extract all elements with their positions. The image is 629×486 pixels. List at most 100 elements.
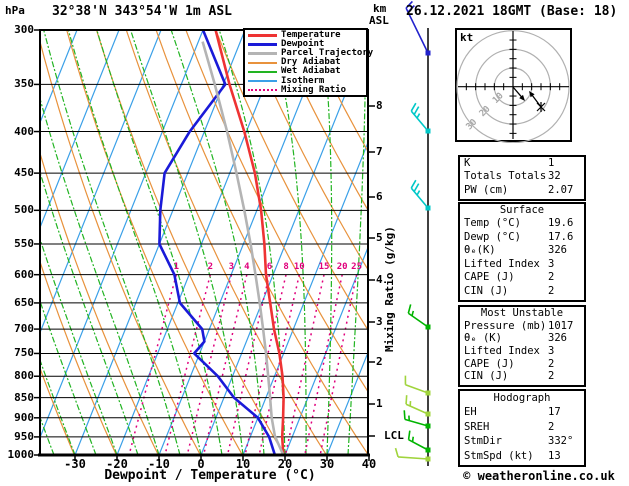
altitude-tick-label: 4 [376, 273, 383, 286]
panel-row-label: StmSpd (kt) [464, 449, 534, 462]
panel-row: CIN (J) 2 [460, 370, 584, 383]
panel-row-value: 1 [548, 157, 555, 169]
panel-row-value: 13 [548, 449, 561, 462]
wind-barb-station-marker [425, 423, 431, 429]
pressure-tick-label: 750 [14, 346, 34, 360]
wind-barb-station-marker [425, 456, 431, 462]
panel-header: Hodograph [493, 392, 551, 404]
pressure-tick-label: 350 [14, 77, 34, 91]
panel-row-value: 2 [548, 420, 555, 433]
panel-row-label: Lifted Index [464, 345, 540, 358]
dry-adiabat-line [40, 366, 75, 455]
temperature-tick-label: 40 [361, 457, 377, 471]
mixing-ratio-value-label: 4 [244, 262, 250, 272]
panel-row-value: 2 [548, 370, 555, 383]
dry-adiabat-line [603, 30, 629, 455]
altitude-tick-label: 7 [376, 145, 383, 158]
panel-row: EH 17 [460, 405, 584, 419]
wind-barb-feather [407, 4, 415, 13]
panel-row: θₑ (K) 326 [460, 332, 584, 345]
temperature-tick-label: 30 [319, 457, 335, 471]
indices-panel: Hodograph EH 17 SREH 2 StmDir 332° StmSpd (kt) 1… [458, 389, 586, 467]
isotherm-line [40, 30, 78, 125]
wind-barb-half-feather [416, 190, 421, 196]
wind-barb-shaft [405, 7, 429, 54]
panel-row: StmSpd (kt) 13 [460, 449, 584, 463]
panel-row-label: SREH [464, 420, 490, 433]
mixing-ratio-line [304, 274, 343, 455]
panel-row-label: θₑ (K) [464, 332, 502, 345]
mixing-ratio-value-label: 3 [229, 262, 234, 272]
pressure-tick-label: 950 [14, 429, 34, 443]
temperature-curve [214, 30, 285, 455]
wind-barb-feather [403, 410, 406, 420]
panel-row-value: 332° [548, 435, 574, 448]
pressure-tick-label: 1000 [7, 448, 35, 461]
altitude-tick-label: 5 [376, 231, 383, 244]
wind-barb-station-marker [425, 324, 431, 330]
isotherm-line [158, 30, 330, 455]
panel-row: CAPE (J) 2 [460, 271, 584, 284]
panel-row-value: 19.6 [548, 217, 574, 230]
panel-row-value: 3 [548, 257, 555, 270]
panel-row-value: 2 [548, 284, 555, 297]
wind-barb-shaft [405, 384, 429, 394]
pressure-tick-label: 700 [14, 322, 34, 336]
wind-barb-feather [410, 102, 417, 112]
legend: Temperature Dewpoint Parcel Trajectory Dry … [243, 28, 373, 97]
wind-barb-station-marker [425, 447, 431, 453]
legend-swatch [248, 70, 277, 73]
mixing-ratio-line [244, 274, 287, 455]
temperature-tick-label: -30 [64, 457, 86, 471]
legend-item: Temperature [248, 31, 366, 40]
legend-swatch [248, 61, 277, 64]
panel-row-value: 2 [548, 357, 555, 370]
wind-barb-feather [410, 179, 417, 189]
panel-row-label: CAPE (J) [464, 357, 515, 370]
panel-row: SREH 2 [460, 420, 584, 434]
legend-swatch [248, 43, 277, 47]
legend-item: Dewpoint [248, 40, 366, 49]
panel-row-label: EH [464, 406, 477, 419]
pressure-tick-label: 900 [14, 410, 34, 424]
mixing-ratio-value-label: 6 [267, 262, 272, 272]
wind-barb-half-feather [416, 113, 421, 119]
wind-barb-feather [394, 447, 399, 458]
panel-row-value: 32 [548, 170, 561, 183]
legend-swatch [248, 52, 277, 56]
wind-barb-station-marker [425, 411, 431, 417]
wind-barb-half-feather [411, 436, 415, 442]
hodograph-ring [456, 30, 570, 144]
hodograph-vector-arrowhead [529, 91, 535, 98]
dry-adiabat-line [274, 30, 368, 212]
isotherm-line [242, 140, 368, 455]
altitude-tick-label: 6 [376, 190, 383, 203]
mixing-ratio-line [258, 274, 301, 455]
wind-barb-feather [413, 106, 420, 115]
indices-panel: Surface Temp (°C) 19.6 Dewp (°C) 17.6 θₑ(K) 32… [458, 202, 586, 302]
altitude-tick-label: 8 [376, 99, 383, 112]
legend-item: Parcel Trajectory [248, 49, 373, 58]
wind-barb-half-feather [411, 310, 415, 317]
wind-barb-station-marker [425, 50, 431, 56]
panel-row-value: 1017 [548, 319, 574, 332]
altitude-unit-label-asl: ASL [369, 14, 389, 27]
wind-barb-feather [413, 183, 420, 192]
wind-barb-feather [407, 430, 411, 440]
indices-panel: K 1 Totals Totals 32 PW (cm) 2.07 [458, 155, 586, 201]
page-title: 32°38'N 343°54'W 1m ASL [52, 4, 233, 19]
date-title: 26.12.2021 18GMT (Base: 18) [406, 4, 618, 19]
panel-row-label: K [464, 157, 471, 169]
panel-header: Surface [499, 204, 545, 216]
isotherm-line [200, 35, 368, 455]
panel-row-value: 17 [548, 406, 561, 419]
lcl-label: LCL [384, 429, 404, 442]
wind-barb-shaft [405, 403, 429, 415]
pressure-tick-label: 400 [14, 124, 34, 138]
mixing-ratio-value-label: 1 [174, 262, 179, 272]
legend-swatch [248, 80, 277, 83]
panel-row: CAPE (J) 2 [460, 358, 584, 371]
panel-row: Lifted Index 3 [460, 258, 584, 271]
